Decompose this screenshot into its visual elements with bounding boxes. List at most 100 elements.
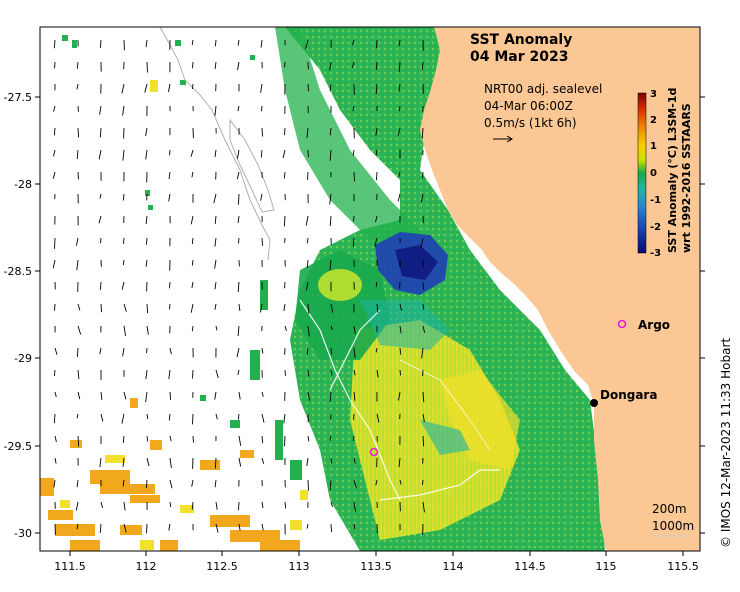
current-vector [307, 435, 310, 442]
current-vector [99, 127, 102, 138]
current-vector [261, 127, 263, 137]
current-vector [122, 479, 125, 487]
current-vector [352, 237, 355, 247]
contour-mid [399, 359, 491, 451]
land-mainland [420, 27, 700, 551]
current-vector [75, 237, 79, 246]
current-vector [283, 413, 286, 424]
current-vector [260, 193, 263, 201]
current-vector [145, 127, 148, 137]
current-vector [237, 413, 240, 420]
current-vector [100, 501, 103, 509]
current-vector [375, 479, 378, 486]
current-vector [123, 391, 127, 400]
current-vector [306, 523, 309, 529]
current-vector [307, 83, 309, 92]
current-vector [76, 61, 79, 69]
current-vector [146, 413, 149, 420]
current-vector [146, 457, 150, 467]
colorbar-tick: 0 [650, 168, 657, 179]
current-vector [421, 479, 424, 485]
current-vector [399, 479, 402, 485]
current-vector [121, 281, 125, 290]
current-vector [422, 413, 425, 422]
current-vector [306, 347, 309, 355]
current-vector [351, 61, 355, 68]
current-vector [99, 347, 102, 355]
current-vector [284, 369, 286, 376]
current-vector [261, 523, 264, 531]
current-vector [215, 413, 218, 420]
current-vector [352, 105, 355, 112]
credit-text: © IMOS 12-Mar-2023 11:33 Hobart [719, 338, 733, 548]
current-time: 04-Mar 06:00Z [484, 99, 573, 113]
argo-float-icon-offshore[interactable] [369, 447, 379, 457]
coastal-strip-north [275, 27, 420, 260]
current-vector [100, 303, 102, 313]
current-vector [214, 457, 217, 469]
island-outline-north [159, 27, 271, 261]
current-vector [168, 83, 171, 93]
current-vector [329, 215, 332, 227]
current-vector [121, 83, 125, 94]
bathy-label-200: 200m [652, 502, 687, 516]
current-vector [75, 501, 79, 511]
current-vector [191, 237, 194, 245]
current-vector [214, 391, 217, 400]
dongara-marker[interactable]: Dongara [590, 388, 657, 407]
y-axis: -27.5 -28 -28.5 -29 -29.5 -30 [4, 91, 705, 540]
x-axis: 111.5 112 112.5 113 113.5 114 114.5 115 … [54, 551, 699, 573]
current-vector [54, 435, 57, 443]
contour-1000m [379, 469, 500, 501]
current-vector [122, 259, 125, 266]
current-vector [168, 523, 171, 531]
contour-200m [299, 299, 401, 501]
current-vector [54, 457, 57, 464]
current-vector [307, 479, 309, 491]
current-vector [214, 479, 217, 488]
colorbar-tick: -3 [650, 248, 661, 259]
current-vector [329, 149, 332, 161]
current-vector [191, 83, 194, 90]
current-vector [53, 369, 56, 377]
current-vector [146, 61, 148, 73]
current-vector [260, 149, 263, 158]
current-vector [237, 369, 240, 375]
current-vector [261, 501, 264, 509]
current-vector [214, 105, 217, 116]
current-vector [376, 369, 379, 378]
current-vector [397, 127, 401, 136]
current-vector [353, 501, 356, 513]
current-vector [100, 237, 102, 244]
current-vector [169, 435, 172, 442]
current-vector [374, 237, 378, 247]
x-tick-label: 115.5 [667, 560, 699, 573]
current-vector [168, 369, 171, 380]
current-vector [330, 523, 333, 533]
current-vector [306, 127, 309, 139]
argo-float-icon [617, 319, 627, 329]
current-vector [284, 435, 286, 447]
town-dot-icon [590, 399, 598, 407]
current-vector [398, 83, 401, 92]
current-vector [261, 413, 265, 423]
current-vector [376, 413, 380, 423]
current-vector [307, 391, 311, 401]
current-vector [54, 61, 56, 69]
current-vector [236, 347, 240, 358]
argo-marker[interactable]: Argo [617, 318, 671, 332]
y-tick-label: -28 [14, 178, 32, 191]
orange-patches [40, 398, 300, 551]
current-vector [422, 435, 425, 447]
current-vector [306, 237, 309, 244]
cool-patch [360, 300, 450, 350]
current-vector [145, 149, 148, 160]
current-vector [330, 369, 333, 376]
current-vector [145, 391, 148, 403]
current-vector [53, 413, 56, 424]
y-tick-label: -28.5 [4, 265, 32, 278]
x-tick-label: 113 [289, 560, 310, 573]
current-vector [77, 391, 81, 400]
current-vector [422, 391, 425, 403]
current-vector [168, 171, 171, 180]
